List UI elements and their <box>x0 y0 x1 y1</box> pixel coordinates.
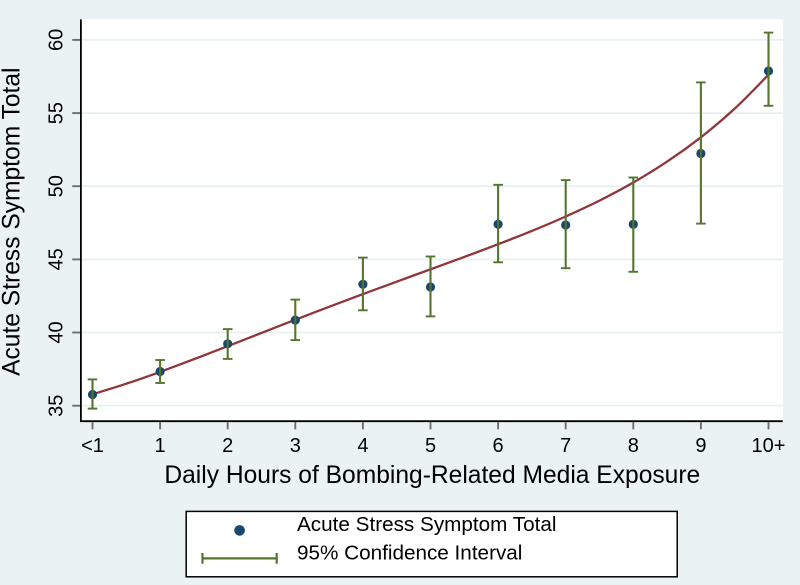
svg-text:Acute Stress Symptom Total: Acute Stress Symptom Total <box>297 513 556 536</box>
svg-text:55: 55 <box>45 102 67 124</box>
svg-text:10+: 10+ <box>752 435 786 457</box>
svg-text:45: 45 <box>45 248 67 270</box>
svg-text:<1: <1 <box>81 435 104 457</box>
svg-text:5: 5 <box>425 435 436 457</box>
svg-text:8: 8 <box>628 435 639 457</box>
svg-text:50: 50 <box>45 175 67 197</box>
svg-text:4: 4 <box>357 435 368 457</box>
svg-text:3: 3 <box>290 435 301 457</box>
svg-text:40: 40 <box>45 321 67 343</box>
svg-text:6: 6 <box>493 435 504 457</box>
svg-text:1: 1 <box>155 435 166 457</box>
svg-text:7: 7 <box>560 435 571 457</box>
svg-text:60: 60 <box>45 29 67 51</box>
svg-text:95% Confidence Interval: 95% Confidence Interval <box>297 542 522 565</box>
svg-text:Daily Hours of Bombing-Related: Daily Hours of Bombing-Related Media Exp… <box>164 462 700 489</box>
svg-text:9: 9 <box>695 435 706 457</box>
svg-text:2: 2 <box>222 435 233 457</box>
svg-text:Acute Stress Symptom Total: Acute Stress Symptom Total <box>0 67 26 375</box>
svg-text:35: 35 <box>45 395 67 417</box>
